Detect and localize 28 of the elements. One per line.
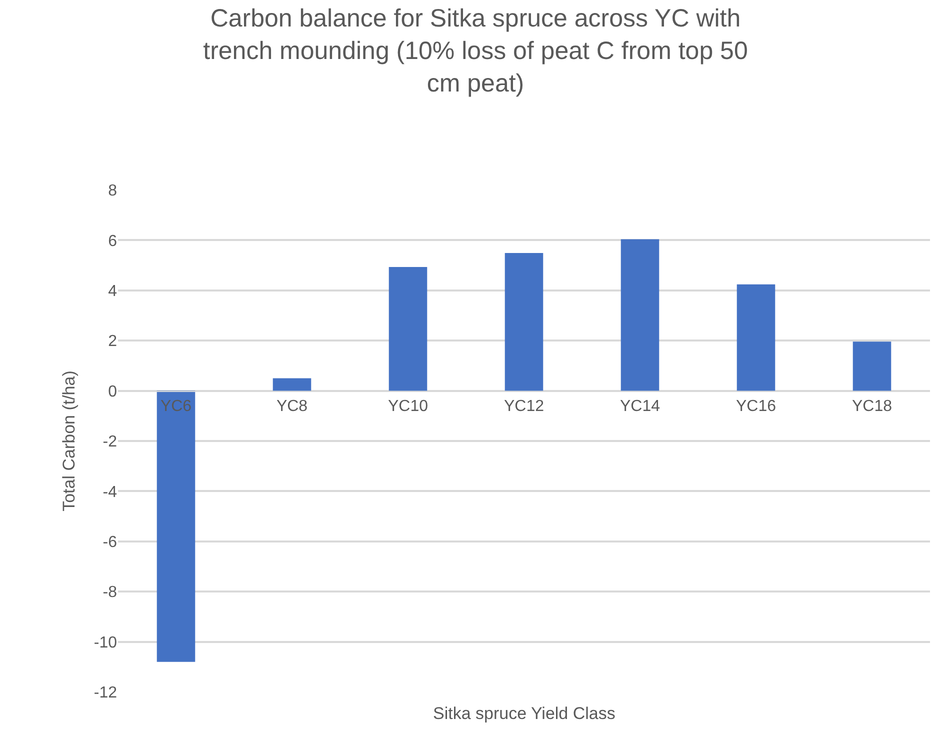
bar xyxy=(504,253,544,391)
x-tick-label: YC12 xyxy=(504,398,544,415)
bar xyxy=(388,267,428,391)
bar xyxy=(852,342,892,391)
bar xyxy=(736,284,776,391)
bar xyxy=(620,239,660,391)
x-tick-label: YC10 xyxy=(388,398,428,415)
bar xyxy=(156,390,196,662)
y-tick-label: -10 xyxy=(94,634,118,652)
y-tick-label: -8 xyxy=(102,584,118,602)
chart-title: Carbon balance for Sitka spruce across YC with trench mounding (10% loss of peat C from top 50 cm peat) xyxy=(203,4,748,98)
x-tick-label: YC18 xyxy=(852,398,892,415)
y-axis-title: Total Carbon (t/ha) xyxy=(59,370,78,512)
x-axis-title: Sitka spruce Yield Class xyxy=(433,704,616,723)
x-tick-label: YC14 xyxy=(620,398,660,415)
x-tick-label: YC6 xyxy=(160,398,192,415)
bar xyxy=(272,378,312,391)
y-tick-label: -6 xyxy=(102,534,118,551)
y-tick-label: 4 xyxy=(108,283,118,300)
x-tick-label: YC16 xyxy=(736,398,776,415)
y-tick-label: -4 xyxy=(102,484,118,501)
x-tick-label: YC8 xyxy=(276,398,308,415)
y-tick-label: -12 xyxy=(94,684,118,702)
y-tick-label: 2 xyxy=(108,333,118,350)
y-tick-label: -2 xyxy=(102,434,118,451)
y-tick-label: 6 xyxy=(108,232,118,250)
y-tick-label: 0 xyxy=(108,383,118,400)
y-tick-label: 8 xyxy=(108,182,118,200)
